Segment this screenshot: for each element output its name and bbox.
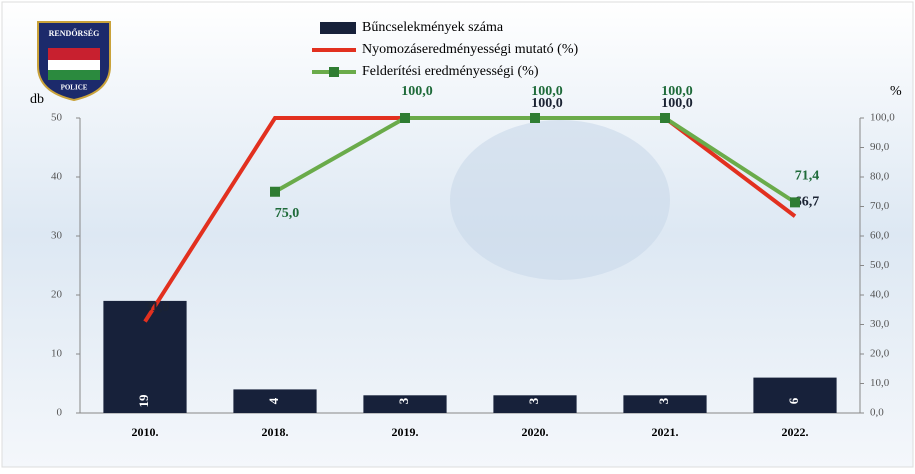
marker [400, 113, 410, 123]
y2-tick-label: 50,0 [870, 259, 890, 271]
data-label: 100,0 [661, 96, 693, 111]
building-shape [450, 120, 670, 280]
logo-stripe [48, 70, 100, 80]
x-tick-label: 2022. [782, 425, 809, 439]
y-tick-label: 10 [51, 348, 63, 360]
data-label: 100,0 [531, 84, 563, 99]
data-label: 100,0 [531, 96, 563, 111]
x-tick-label: 2020. [522, 425, 549, 439]
x-tick-label: 2019. [392, 425, 419, 439]
y2-tick-label: 20,0 [870, 348, 890, 360]
bar [493, 395, 577, 413]
bar-value-label: 3 [656, 397, 671, 404]
y-tick-label: 30 [51, 230, 63, 242]
x-tick-label: 2018. [262, 425, 289, 439]
data-label: 75,0 [275, 206, 300, 221]
data-label: 100,0 [661, 84, 693, 99]
bar-value-label: 4 [266, 397, 281, 404]
y-tick-label: 50 [51, 112, 63, 124]
y2-tick-label: 90,0 [870, 141, 890, 153]
legend-label: Nyomozáseredményességi mutató (%) [362, 42, 578, 57]
bar [623, 395, 707, 413]
marker [660, 113, 670, 123]
y2-tick-label: 80,0 [870, 171, 890, 183]
y-axis-label: db [30, 92, 44, 107]
bar [233, 389, 317, 413]
y2-tick-label: 60,0 [870, 230, 890, 242]
data-label: 100,0 [401, 84, 433, 99]
bar-value-label: 3 [526, 397, 541, 404]
bar [753, 377, 837, 413]
y2-tick-label: 40,0 [870, 289, 890, 301]
y2-tick-label: 10,0 [870, 377, 890, 389]
marker [270, 186, 280, 197]
logo-stripe [48, 48, 100, 60]
x-tick-label: 2010. [132, 425, 159, 439]
y2-axis-label: % [890, 84, 902, 99]
y-tick-label: 20 [51, 289, 63, 301]
logo-text: POLICE [61, 84, 88, 92]
bar-value-label: 19 [136, 394, 151, 408]
legend-label: Bűncselekmények száma [362, 20, 504, 35]
bar-value-label: 3 [396, 397, 411, 404]
marker [530, 113, 540, 123]
y-tick-label: 40 [51, 171, 63, 183]
x-tick-label: 2021. [652, 425, 679, 439]
y2-tick-label: 100,0 [870, 112, 895, 124]
logo: RENDŐRSÉG POLICE [37, 21, 111, 102]
legend-marker [329, 67, 339, 77]
y2-tick-label: 0,0 [870, 407, 884, 419]
logo-text: RENDŐRSÉG [49, 28, 100, 38]
data-label: 71,4 [795, 169, 820, 184]
legend-swatch [320, 22, 356, 34]
logo-stripe [48, 60, 100, 70]
y2-tick-label: 30,0 [870, 318, 890, 330]
marker [790, 197, 800, 208]
bar-value-label: 6 [786, 397, 801, 404]
y2-tick-label: 70,0 [870, 200, 890, 212]
bar [363, 395, 447, 413]
data-label: 66,7 [795, 194, 820, 209]
data-label: 31,0 [145, 300, 170, 315]
legend-label: Felderítési eredményességi (%) [362, 64, 539, 79]
y-tick-label: 0 [57, 407, 63, 419]
